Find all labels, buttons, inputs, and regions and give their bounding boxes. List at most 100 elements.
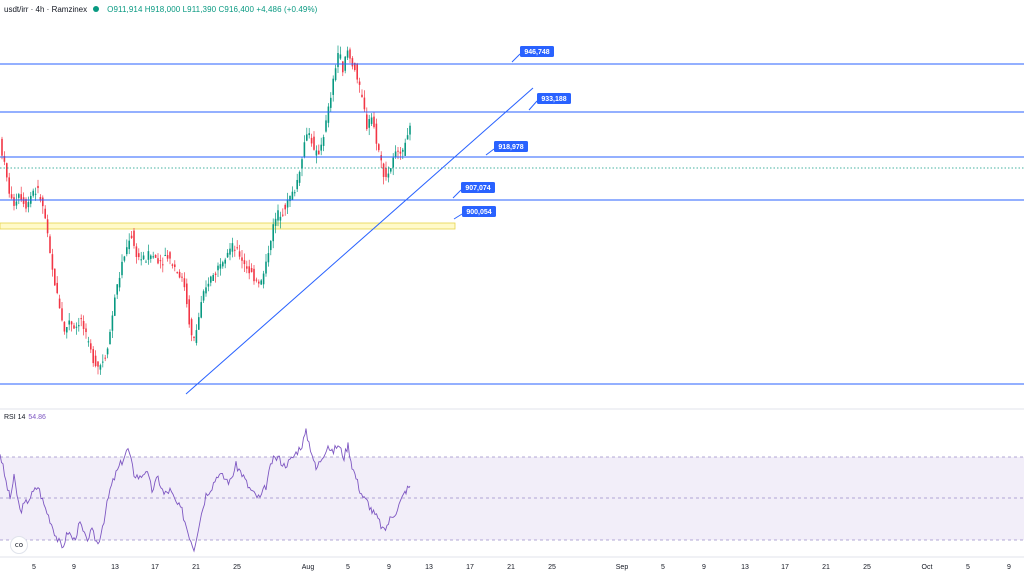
candle-body: [404, 142, 406, 156]
candle-body: [385, 167, 387, 178]
candle: [80, 314, 82, 327]
symbol-title[interactable]: usdt/irr · 4h · Ramzinex: [4, 4, 88, 14]
candle-body: [157, 258, 159, 264]
x-tick-label: 25: [863, 564, 871, 571]
candle-body: [147, 251, 150, 260]
candle-body: [241, 257, 243, 261]
candle: [337, 45, 339, 73]
rsi-legend[interactable]: RSI 14 54.86: [4, 414, 46, 421]
candle-body: [58, 298, 61, 309]
candle: [330, 92, 332, 113]
candle: [13, 193, 15, 211]
candle-body: [176, 272, 178, 274]
candle-body: [272, 224, 274, 242]
candle-body: [286, 199, 289, 208]
candle-body: [22, 197, 25, 204]
candle-body: [85, 328, 87, 333]
trendline[interactable]: [185, 87, 534, 395]
candle-body: [358, 81, 361, 85]
candle: [346, 46, 349, 60]
x-tick-label: Oct: [922, 564, 933, 571]
candle: [289, 195, 291, 207]
candle: [210, 275, 212, 287]
candle-body: [202, 291, 205, 301]
horizontal-levels[interactable]: 946,748 933,188 918,978 907,074 900,054: [0, 46, 1024, 385]
candle-body: [370, 117, 373, 124]
candle: [138, 248, 140, 261]
candle-body: [145, 261, 147, 263]
candle-body: [378, 144, 380, 151]
candle: [46, 214, 49, 238]
candle-body: [99, 365, 102, 370]
level-label-text: 946,748: [524, 49, 549, 56]
candle-body: [248, 266, 250, 274]
candle: [18, 192, 20, 205]
candle: [1, 136, 3, 160]
candle-body: [109, 331, 111, 345]
candle-body: [8, 177, 10, 194]
candle: [102, 354, 104, 368]
candle: [224, 257, 226, 269]
candle: [277, 204, 279, 227]
support-zone: [0, 222, 456, 230]
candle-body: [61, 308, 63, 321]
candle: [63, 321, 66, 335]
candle: [195, 324, 198, 346]
candle-body: [135, 246, 138, 258]
candle-body: [174, 264, 176, 268]
level-label-pointer: [511, 53, 521, 63]
candle-body: [397, 150, 399, 152]
candle: [142, 251, 145, 260]
candle-body: [3, 156, 6, 162]
candle: [78, 317, 80, 332]
candle: [380, 151, 382, 169]
candle-body: [356, 64, 358, 80]
candle: [176, 271, 178, 274]
candle-body: [102, 361, 104, 363]
candle: [356, 62, 358, 84]
candle-body: [56, 282, 58, 294]
rsi-band: [0, 457, 1024, 540]
candle: [183, 272, 186, 291]
candle: [258, 279, 260, 288]
candle-body: [20, 194, 22, 201]
candle-body: [104, 357, 106, 359]
candle: [82, 315, 85, 336]
candle: [6, 162, 8, 182]
level-label-pointer: [452, 189, 462, 199]
candle: [308, 128, 310, 139]
market-status-icon: [93, 6, 100, 12]
candle-body: [291, 191, 294, 200]
candle: [126, 239, 128, 257]
x-tick-label: 9: [72, 564, 76, 571]
candle: [128, 233, 130, 255]
candle: [313, 131, 315, 151]
candle-body: [313, 136, 315, 150]
candle: [404, 138, 406, 157]
candle-body: [279, 216, 282, 221]
candle-body: [46, 219, 49, 234]
candle: [262, 270, 265, 289]
candle-body: [121, 261, 123, 276]
candle: [246, 260, 248, 274]
candle: [73, 322, 75, 329]
time-axis: 5 9 13 17 21 25 Aug 5 9 13 17 21 25 Sep 5 9 13 17 21 25 Oct 5…: [0, 556, 1024, 571]
candle: [286, 192, 289, 214]
candle-body: [73, 325, 75, 329]
tradingview-logo-icon[interactable]: co: [10, 536, 28, 554]
candle: [147, 244, 150, 265]
candle: [250, 263, 253, 273]
candle-body: [306, 134, 308, 141]
candle-body: [260, 280, 262, 285]
candle-body: [207, 283, 210, 287]
candle-body: [236, 247, 238, 249]
candle-body: [277, 210, 279, 221]
candle-body: [330, 97, 332, 108]
level-label-text: 907,074: [465, 185, 490, 192]
candle: [234, 245, 236, 257]
candle: [68, 313, 70, 331]
x-tick-label: 17: [781, 564, 789, 571]
candle: [229, 242, 231, 261]
chart-legend: usdt/irr · 4h · Ramzinex O911,914 H918,0…: [4, 2, 317, 16]
